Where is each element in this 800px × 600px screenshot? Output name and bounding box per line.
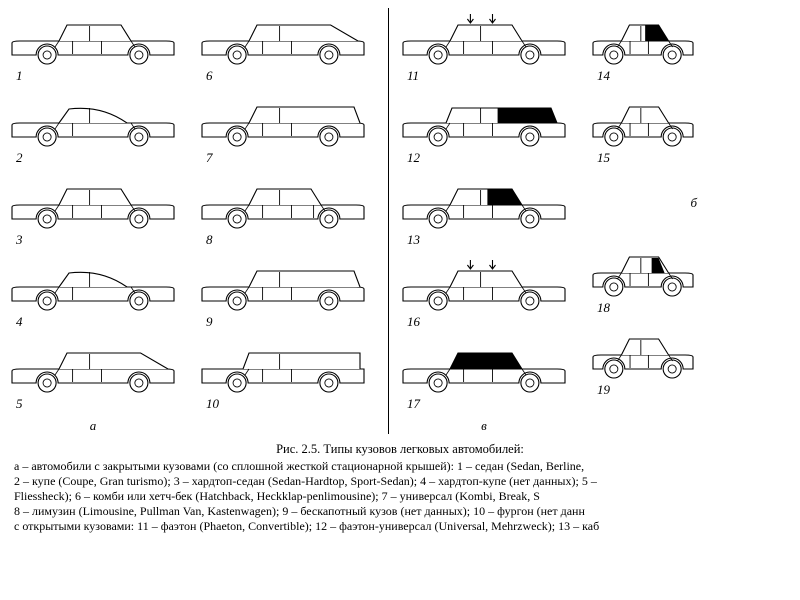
car-cell: 15 [589, 90, 697, 166]
car-icon [399, 254, 569, 316]
car-icon [589, 8, 697, 70]
car-index: 18 [597, 300, 610, 316]
car-icon [8, 254, 178, 316]
car-icon [399, 172, 569, 234]
car-icon [198, 8, 368, 70]
car-cell: 12 [399, 90, 569, 166]
caption-line: 8 – лимузин (Limousine, Pullman Van, Kas… [14, 504, 786, 519]
section-label: а [8, 418, 178, 434]
car-index: 8 [206, 232, 213, 248]
car-cell: 3 [8, 172, 178, 248]
car-index: 2 [16, 150, 23, 166]
car-index: 1 [16, 68, 23, 84]
car-cell: 6 [198, 8, 368, 84]
car-index: 12 [407, 150, 420, 166]
car-index: 9 [206, 314, 213, 330]
car-icon [8, 8, 178, 70]
car-index: 11 [407, 68, 419, 84]
car-index: 13 [407, 232, 420, 248]
car-icon [198, 336, 368, 398]
figure-caption: а – автомобили с закрытыми кузовами (со … [8, 459, 792, 534]
car-cell: 14 [589, 8, 697, 84]
column-bv-left: 11 12 13 16 17 в [388, 8, 569, 434]
car-index: 6 [206, 68, 213, 84]
car-icon [198, 254, 368, 316]
car-cell: 10 [198, 336, 368, 412]
column-a-right: 6 7 8 9 10 [198, 8, 368, 434]
car-index: 15 [597, 150, 610, 166]
car-icon [198, 172, 368, 234]
car-index: 3 [16, 232, 23, 248]
car-cell: 16 [399, 254, 569, 330]
car-icon [8, 336, 178, 398]
car-cell: 18 [589, 240, 697, 316]
car-icon [8, 90, 178, 152]
car-cell: б [589, 172, 697, 234]
car-cell: 2 [8, 90, 178, 166]
car-cell: 4 [8, 254, 178, 330]
car-icon [198, 90, 368, 152]
car-icon [589, 240, 697, 302]
section-label: в [399, 418, 569, 434]
caption-line: с открытыми кузовами: 11 – фаэтон (Phaet… [14, 519, 786, 534]
car-index: 17 [407, 396, 420, 412]
figure-title: Рис. 2.5. Типы кузовов легковых автомоби… [8, 442, 792, 457]
caption-line: Fliessheck); 6 – комби или хетч-бек (Hat… [14, 489, 786, 504]
car-index: 5 [16, 396, 23, 412]
car-cell: 9 [198, 254, 368, 330]
car-icon [399, 336, 569, 398]
figure-grid: 12345а 678910 1112131617в 1415б1819 [8, 8, 792, 434]
car-cell: 17 [399, 336, 569, 412]
car-icon [399, 90, 569, 152]
car-cell: 13 [399, 172, 569, 248]
car-icon [399, 8, 569, 70]
caption-line: а – автомобили с закрытыми кузовами (со … [14, 459, 786, 474]
car-cell: 7 [198, 90, 368, 166]
car-cell: 11 [399, 8, 569, 84]
car-index: 19 [597, 382, 610, 398]
car-cell: 19 [589, 322, 697, 398]
car-index: 16 [407, 314, 420, 330]
section-label: б [589, 172, 697, 234]
car-index: 14 [597, 68, 610, 84]
column-a-left: 1 2 3 4 5 а [8, 8, 178, 434]
column-bv-right: 14 15 б 18 19 [589, 8, 697, 434]
car-icon [8, 172, 178, 234]
car-icon [589, 322, 697, 384]
car-cell: 8 [198, 172, 368, 248]
caption-line: 2 – купе (Coupe, Gran turismo); 3 – хард… [14, 474, 786, 489]
car-index: 10 [206, 396, 219, 412]
car-cell: 1 [8, 8, 178, 84]
car-index: 4 [16, 314, 23, 330]
car-cell: 5 [8, 336, 178, 412]
car-index: 7 [206, 150, 213, 166]
car-icon [589, 90, 697, 152]
